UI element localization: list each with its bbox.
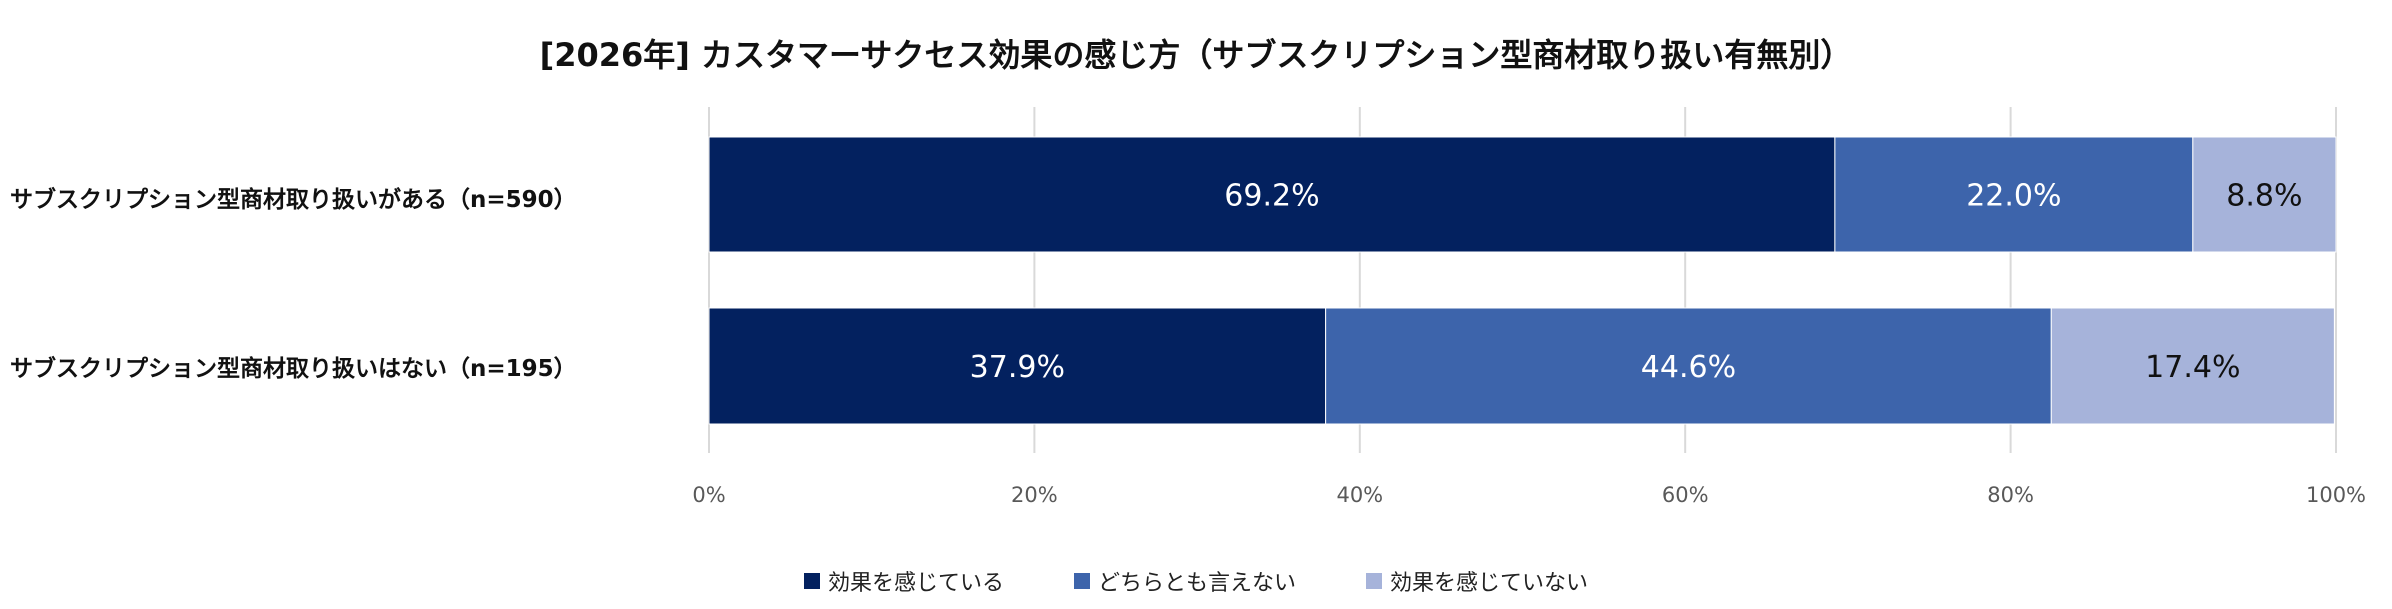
data-label: 22.0%: [1966, 179, 2061, 214]
x-tick-label: 100%: [2306, 483, 2366, 507]
x-tick-label: 20%: [1011, 483, 1058, 507]
legend-swatch: [1366, 573, 1382, 589]
category-label: サブスクリプション型商材取り扱いはない（n=195）: [10, 356, 577, 382]
category-label: サブスクリプション型商材取り扱いがある（n=590）: [10, 187, 577, 213]
data-label: 8.8%: [2226, 179, 2302, 214]
legend-item: 効果を感じている: [803, 565, 1004, 597]
bar-segment: [2192, 136, 2337, 253]
bar-segment: [708, 136, 1836, 253]
bar-segment: [708, 307, 1327, 425]
x-tick-label: 0%: [692, 483, 725, 507]
data-label: 69.2%: [1224, 179, 1319, 214]
chart-title: [2026年] カスタマーサクセス効果の感じ方（サブスクリプション型商材取り扱い…: [539, 36, 1853, 74]
legend-swatch: [803, 573, 820, 589]
x-tick-label: 40%: [1336, 483, 1383, 507]
legend-label: どちらとも言えない: [1097, 571, 1296, 596]
legend-item: どちらとも言えない: [1073, 565, 1296, 597]
legend-label: 効果を感じていない: [1390, 571, 1589, 596]
legend-item: 効果を感じていない: [1366, 565, 1588, 597]
bar-segment: [1325, 307, 2052, 425]
legend-label: 効果を感じている: [827, 571, 1004, 596]
x-tick-label: 80%: [1987, 483, 2034, 507]
bar-segment: [2050, 307, 2335, 425]
legend: 効果を感じている どちらとも言えない 効果を感じていない: [0, 565, 2392, 597]
data-label: 17.4%: [2145, 350, 2240, 385]
legend-swatch: [1073, 573, 1090, 589]
data-label: 44.6%: [1641, 350, 1736, 385]
x-tick-label: 60%: [1662, 483, 1709, 507]
data-label: 37.9%: [970, 350, 1065, 385]
